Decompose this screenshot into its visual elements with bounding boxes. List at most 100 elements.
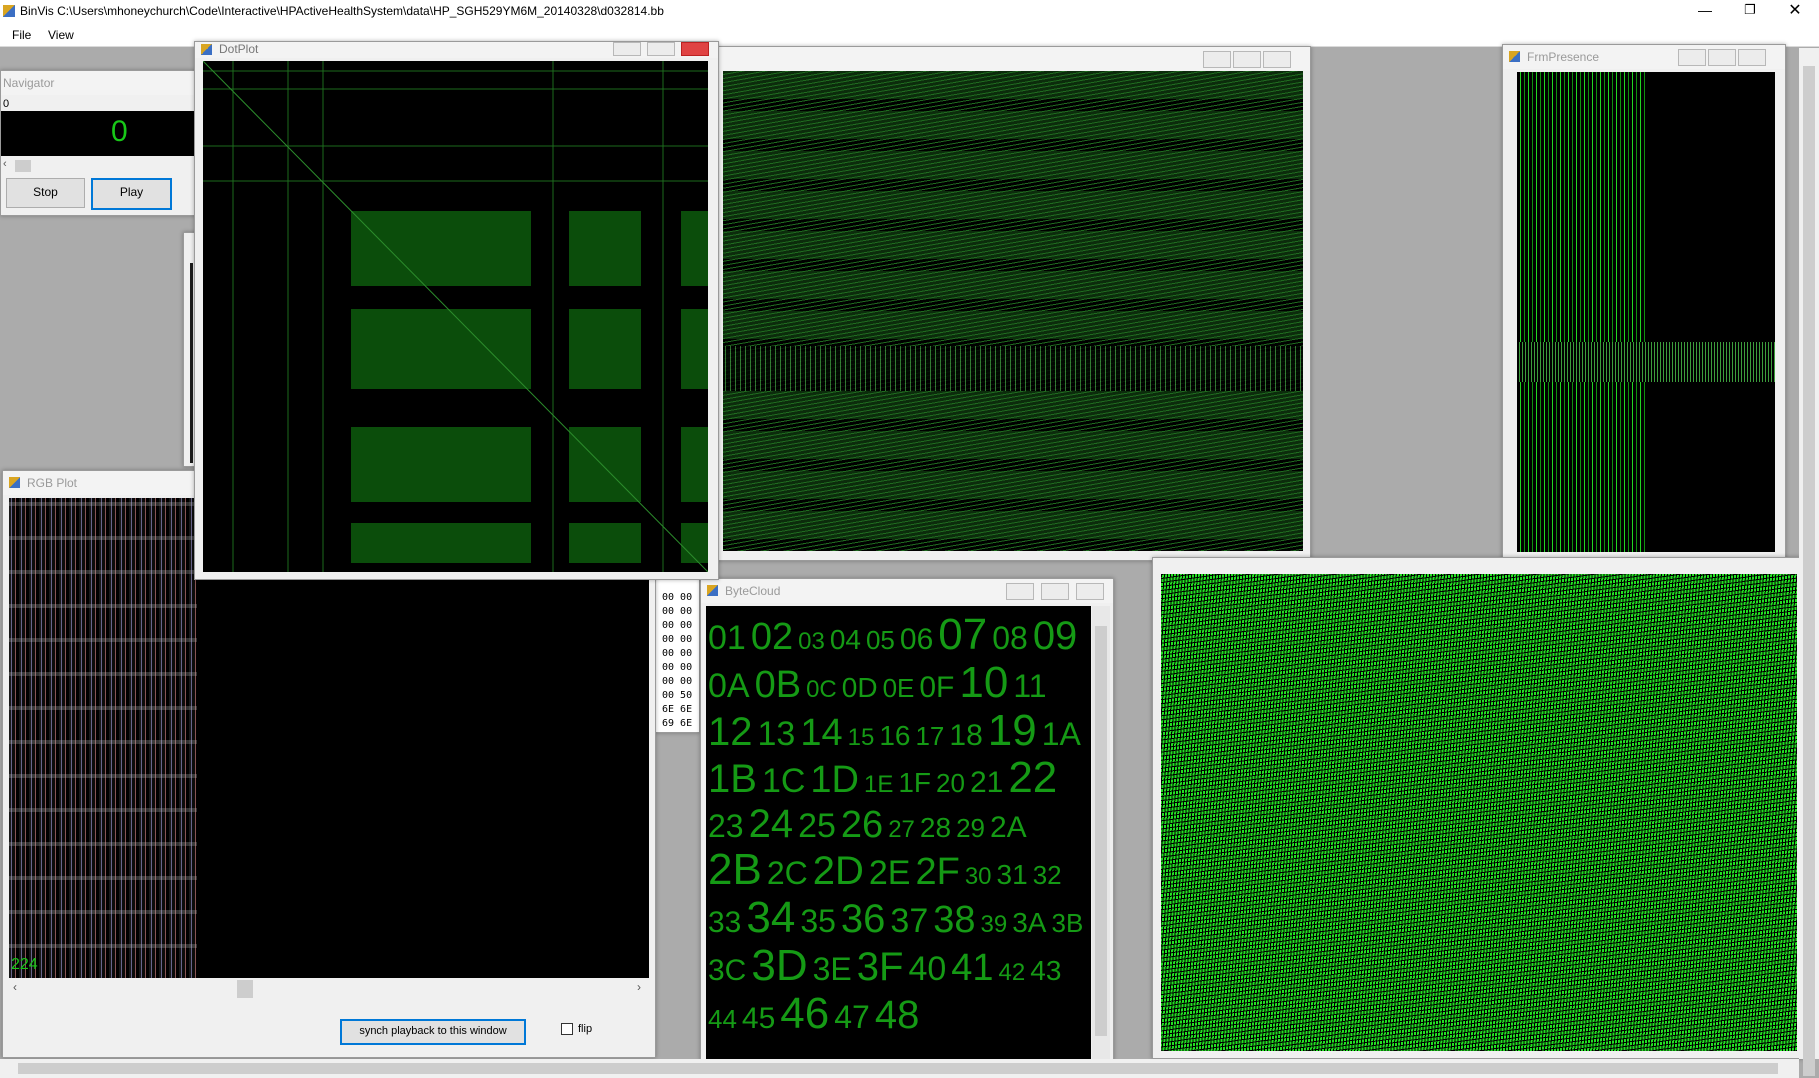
decoration xyxy=(203,61,708,572)
play-button[interactable]: Play xyxy=(91,178,172,210)
byte-token: 1C xyxy=(761,762,806,801)
decoration xyxy=(9,477,20,488)
byte-token: 35 xyxy=(800,903,836,940)
byte-token: 33 xyxy=(708,906,742,940)
scroll-thumb[interactable] xyxy=(18,1063,1778,1074)
decoration xyxy=(351,309,531,389)
byte-token: 0D xyxy=(841,671,878,703)
decoration xyxy=(351,211,708,563)
byte-token: 01 xyxy=(708,619,746,657)
scroll-thumb[interactable] xyxy=(237,980,253,998)
decoration xyxy=(681,211,708,286)
byte-token: 1A xyxy=(1041,715,1081,752)
app-title: BinVis C:\Users\mhoneychurch\Code\Intera… xyxy=(20,4,664,18)
byte-token: 12 xyxy=(708,709,753,754)
byte-token: 09 xyxy=(1032,614,1078,658)
menu-item[interactable]: File xyxy=(12,28,32,42)
window-close[interactable] xyxy=(1076,583,1104,600)
sync-button[interactable]: synch playback to this window xyxy=(340,1019,526,1045)
frm-presence-window: FrmPresence xyxy=(1502,44,1786,565)
flip-checkbox[interactable] xyxy=(561,1023,573,1035)
byte-token: 1D xyxy=(810,759,859,802)
window-title: Navigator xyxy=(1,71,195,95)
stop-button[interactable]: Stop xyxy=(6,178,85,208)
window-minimize[interactable] xyxy=(1678,49,1706,66)
byte-token: 39 xyxy=(980,911,1008,939)
byte-token: 10 xyxy=(959,657,1009,707)
byte-token: 0E xyxy=(882,672,915,703)
decoration: ‹ xyxy=(13,980,17,994)
restore-button[interactable]: ❐ xyxy=(1744,2,1756,17)
decoration xyxy=(707,585,718,596)
byte-token: 2C xyxy=(766,855,808,892)
hex-line: 00 00 xyxy=(662,592,693,603)
offset-label: 224 xyxy=(11,956,38,973)
byte-token: 19 xyxy=(987,705,1037,755)
minimize-button[interactable]: — xyxy=(1698,2,1712,18)
hex-line: 6E 6E xyxy=(662,704,693,715)
decoration xyxy=(351,523,531,563)
byte-token: 36 xyxy=(840,897,886,942)
byte-token: 3E xyxy=(812,950,852,987)
window-close[interactable] xyxy=(1738,49,1766,66)
window-maximize[interactable] xyxy=(1708,49,1736,66)
position-display: 0 xyxy=(1,111,197,156)
position-value: 0 xyxy=(111,115,128,148)
decoration xyxy=(1509,51,1520,62)
byte-token: 30 xyxy=(964,863,992,891)
hex-line: 00 50 xyxy=(662,690,693,701)
byte-token: 16 xyxy=(879,719,911,751)
plot-window xyxy=(717,46,1311,561)
window-close[interactable] xyxy=(1263,51,1291,68)
decoration xyxy=(351,211,531,286)
vertical-scrollbar[interactable] xyxy=(1799,48,1819,1076)
byte-token: 3B xyxy=(1051,908,1084,939)
byte-token: 24 xyxy=(748,802,794,847)
horizontal-scrollbar[interactable] xyxy=(0,1059,1799,1078)
horizontal-scrollbar[interactable]: ‹ › xyxy=(9,979,649,999)
position-scrollbar[interactable]: ‹ xyxy=(1,158,197,174)
scroll-thumb[interactable] xyxy=(15,160,31,172)
vertical-scrollbar[interactable] xyxy=(1092,606,1110,1062)
window-close[interactable] xyxy=(681,42,709,56)
decoration xyxy=(351,427,531,502)
byte-token: 37 xyxy=(890,902,929,941)
byte-token: 2D xyxy=(812,849,864,894)
scroll-thumb[interactable] xyxy=(1095,626,1107,1036)
byte-token: 47 xyxy=(834,998,870,1035)
byte-token: 0A xyxy=(708,666,750,705)
decoration xyxy=(201,44,212,55)
window-title-bar: DotPlot xyxy=(195,42,718,58)
byte-token: 11 xyxy=(1013,667,1047,704)
window-maximize[interactable] xyxy=(1233,51,1261,68)
byte-token: 0C xyxy=(806,675,837,703)
byte-token: 22 xyxy=(1008,753,1058,803)
navigator-window: Navigator 0 0 ‹ Stop Play xyxy=(0,70,197,216)
hex-dump: 00 00 00 00 00 00 00 00 00 00 00 00 00 00 00 50… xyxy=(662,591,692,731)
hex-line: 00 00 xyxy=(662,634,693,645)
window-title: FrmPresence xyxy=(1527,50,1600,64)
window-maximize[interactable] xyxy=(1041,583,1069,600)
byte-token: 41 xyxy=(951,946,994,989)
close-button[interactable]: ✕ xyxy=(1788,2,1802,19)
byte-token: 23 xyxy=(708,808,744,845)
window-maximize[interactable] xyxy=(647,42,675,56)
byte-token: 44 xyxy=(708,1003,737,1034)
menu-item[interactable]: View xyxy=(48,28,74,42)
window-minimize[interactable] xyxy=(1203,51,1231,68)
hex-line: 00 00 xyxy=(662,620,693,631)
window-edge xyxy=(190,263,193,463)
byte-token: 3D xyxy=(751,940,808,990)
byte-token: 32 xyxy=(1032,860,1062,891)
byte-token: 46 xyxy=(780,988,830,1038)
dot-plot-canvas xyxy=(203,61,708,572)
decoration xyxy=(681,523,708,563)
byte-token: 20 xyxy=(936,768,965,799)
window-minimize[interactable] xyxy=(613,42,641,56)
scroll-thumb[interactable] xyxy=(1803,66,1815,1076)
hex-line: 00 00 xyxy=(662,648,693,659)
byte-token: 45 xyxy=(741,1001,776,1035)
window-minimize[interactable] xyxy=(1006,583,1034,600)
presence-texture xyxy=(1517,72,1645,552)
